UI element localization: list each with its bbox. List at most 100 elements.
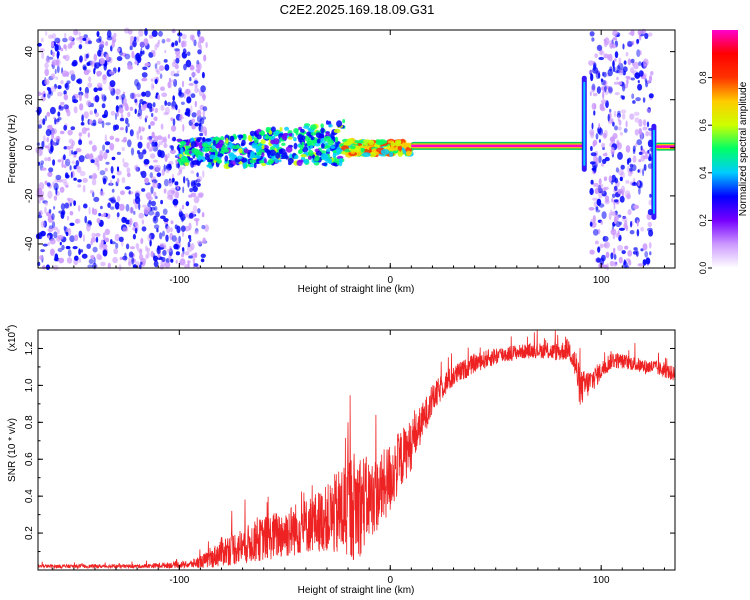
noise-blob [91,179,97,186]
band-blob [336,147,341,155]
noise-blob [649,193,652,198]
noise-blob [82,234,85,243]
noise-blob [138,126,141,134]
noise-blob [617,151,623,160]
noise-blob [612,60,615,68]
noise-blob [171,106,176,110]
noise-blob [59,241,62,246]
spectrogram-region-carrier-line [411,141,585,150]
band-blob [326,148,331,153]
noise-blob [147,196,153,201]
noise-blob [629,163,634,168]
noise-blob [93,257,96,265]
noise-blob [77,179,82,183]
noise-blob [48,167,54,173]
noise-blob [137,108,143,117]
noise-blob [647,32,653,37]
snr-y-multiplier: (x104) [5,325,18,352]
noise-blob [589,91,592,96]
noise-blob [163,59,168,63]
band-blob [201,142,208,148]
band-blob [310,131,317,136]
noise-blob [201,224,206,230]
noise-blob [57,50,60,57]
noise-blob [617,230,620,237]
noise-blob [632,155,637,163]
noise-blob [40,249,45,253]
noise-blob [43,93,46,98]
noise-blob [159,150,165,159]
band-blob [180,147,184,154]
noise-blob [132,264,137,269]
noise-blob [88,207,91,215]
noise-blob [70,41,73,49]
noise-blob [46,182,51,187]
noise-blob [44,115,48,122]
noise-blob [95,236,99,243]
noise-blob [602,235,609,242]
band-blob [279,127,283,132]
noise-blob [51,128,57,135]
noise-blob [144,28,148,36]
band-blob [180,141,187,146]
snr-multiplier-base: (x10 [7,331,18,351]
noise-blob [624,190,631,198]
noise-blob [614,199,619,203]
noise-blob [133,210,136,215]
band-blob [303,159,309,164]
noise-blob [634,117,640,123]
noise-blob [79,39,83,44]
noise-blob [638,118,643,127]
band-blob [250,163,255,168]
snr-axes: -100 0 100 0.2 0.4 0.6 0.8 1.0 1.2 [24,330,675,586]
noise-blob [158,30,163,37]
noise-blob [610,211,617,216]
band-blob [279,148,286,155]
noise-blob [140,261,143,265]
noise-blob [57,159,62,163]
band-blob [224,155,229,162]
snr-y-tick-label: 1.2 [24,341,35,355]
noise-blob [100,205,103,210]
band-blob [258,160,265,164]
band-blob [301,135,306,140]
noise-blob [634,72,641,79]
noise-blob [58,104,62,109]
noise-blob [612,193,616,198]
band-blob [243,148,249,154]
noise-blob [635,142,638,148]
noise-blob [627,58,632,66]
noise-blob [77,184,82,188]
noise-blob [646,121,650,128]
noise-blob [56,118,60,123]
noise-blob [596,86,602,94]
noise-blob [40,190,45,197]
noise-blob [116,178,120,184]
noise-blob [636,229,640,237]
band-blob [338,160,343,167]
noise-blob [125,105,129,111]
noise-blob [183,63,187,71]
noise-blob [150,78,154,82]
noise-blob [609,66,613,72]
noise-blob [181,42,187,48]
noise-blob [57,85,62,90]
noise-blob [117,69,120,73]
noise-blob [181,231,185,237]
noise-blob [44,78,50,85]
noise-blob [105,53,110,61]
spectrogram-y-tick-label: -40 [24,236,35,251]
noise-blob [610,180,614,185]
noise-blob [202,110,206,118]
noise-blob [66,80,71,84]
noise-blob [617,188,624,195]
noise-blob [54,253,59,261]
noise-blob [107,202,111,208]
noise-blob [185,59,192,68]
noise-blob [57,234,64,240]
spectrogram-y-label: Frequency (Hz) [7,115,18,184]
noise-blob [52,226,59,231]
noise-blob [648,156,652,162]
noise-blob [129,129,134,137]
noise-blob [54,69,57,74]
